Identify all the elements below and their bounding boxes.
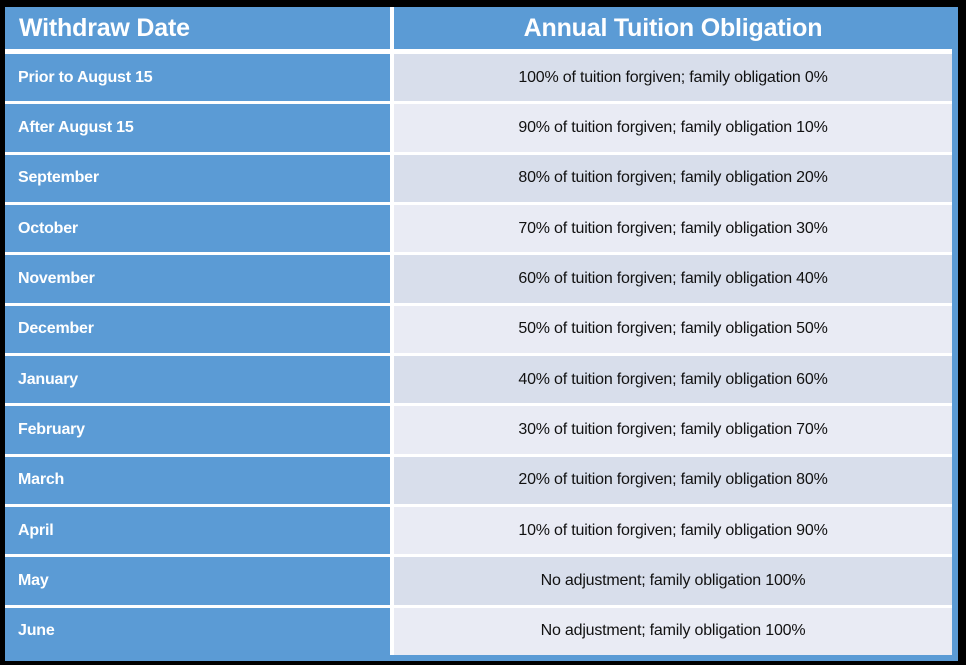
obligation-value: 50% of tuition forgiven; family obligati… — [518, 320, 828, 338]
obligation-value: 90% of tuition forgiven; family obligati… — [518, 118, 828, 136]
withdraw-date-cell: May — [5, 557, 390, 605]
withdraw-date-cell: September — [5, 154, 390, 202]
obligation-value: 10% of tuition forgiven; family obligati… — [518, 521, 828, 539]
obligation-cell: No adjustment; family obligation 100% — [394, 557, 952, 605]
withdraw-date-cell: After August 15 — [5, 104, 390, 152]
withdraw-date-cell: December — [5, 305, 390, 353]
withdraw-date-label: May — [18, 571, 49, 589]
withdraw-date-label: April — [18, 521, 54, 539]
withdraw-date-cell: October — [5, 204, 390, 253]
withdraw-date-cell: March — [5, 456, 390, 504]
obligation-cell: 10% of tuition forgiven; family obligati… — [394, 506, 952, 555]
withdraw-date-cell: April — [5, 506, 390, 555]
column-header-withdraw-date-label: Withdraw Date — [19, 13, 190, 42]
withdraw-date-cell: February — [5, 406, 390, 454]
withdraw-date-cell: January — [5, 355, 390, 404]
withdraw-date-label: September — [18, 169, 99, 187]
obligation-cell: 20% of tuition forgiven; family obligati… — [394, 456, 952, 504]
obligation-cell: 60% of tuition forgiven; family obligati… — [394, 255, 952, 303]
obligation-cell: 80% of tuition forgiven; family obligati… — [394, 154, 952, 202]
column-header-annual-tuition-obligation-label: Annual Tuition Obligation — [523, 13, 823, 42]
withdraw-date-cell: Prior to August 15 — [5, 54, 390, 102]
withdraw-date-label: February — [18, 420, 85, 438]
withdraw-date-label: June — [18, 622, 55, 640]
obligation-value: 70% of tuition forgiven; family obligati… — [518, 219, 828, 237]
obligation-cell: 50% of tuition forgiven; family obligati… — [394, 305, 952, 353]
column-header-annual-tuition-obligation: Annual Tuition Obligation — [394, 7, 952, 51]
withdraw-date-cell: June — [5, 607, 390, 655]
obligation-value: 80% of tuition forgiven; family obligati… — [518, 169, 828, 187]
column-header-withdraw-date: Withdraw Date — [5, 7, 390, 51]
withdraw-date-cell: November — [5, 255, 390, 303]
table-blue-border: Withdraw Date Annual Tuition Obligation … — [5, 7, 958, 661]
obligation-value: 60% of tuition forgiven; family obligati… — [518, 269, 828, 287]
withdraw-date-label: March — [18, 471, 65, 489]
obligation-value: 30% of tuition forgiven; family obligati… — [518, 420, 828, 438]
obligation-cell: 100% of tuition forgiven; family obligat… — [394, 54, 952, 102]
obligation-value: 40% of tuition forgiven; family obligati… — [518, 370, 828, 388]
obligation-value: 20% of tuition forgiven; family obligati… — [518, 471, 828, 489]
obligation-value: 100% of tuition forgiven; family obligat… — [518, 68, 828, 86]
withdraw-date-label: January — [18, 370, 78, 388]
withdraw-date-label: October — [18, 219, 78, 237]
obligation-value: No adjustment; family obligation 100% — [540, 622, 806, 640]
obligation-cell: 30% of tuition forgiven; family obligati… — [394, 406, 952, 454]
tuition-refund-table: Withdraw Date Annual Tuition Obligation … — [5, 7, 952, 655]
withdraw-date-label: After August 15 — [18, 118, 134, 136]
obligation-cell: 70% of tuition forgiven; family obligati… — [394, 204, 952, 253]
obligation-cell: No adjustment; family obligation 100% — [394, 607, 952, 655]
obligation-cell: 90% of tuition forgiven; family obligati… — [394, 104, 952, 152]
withdraw-date-label: December — [18, 320, 94, 338]
obligation-cell: 40% of tuition forgiven; family obligati… — [394, 355, 952, 404]
withdraw-date-label: November — [18, 269, 95, 287]
obligation-value: No adjustment; family obligation 100% — [540, 571, 806, 589]
withdraw-date-label: Prior to August 15 — [18, 68, 153, 86]
